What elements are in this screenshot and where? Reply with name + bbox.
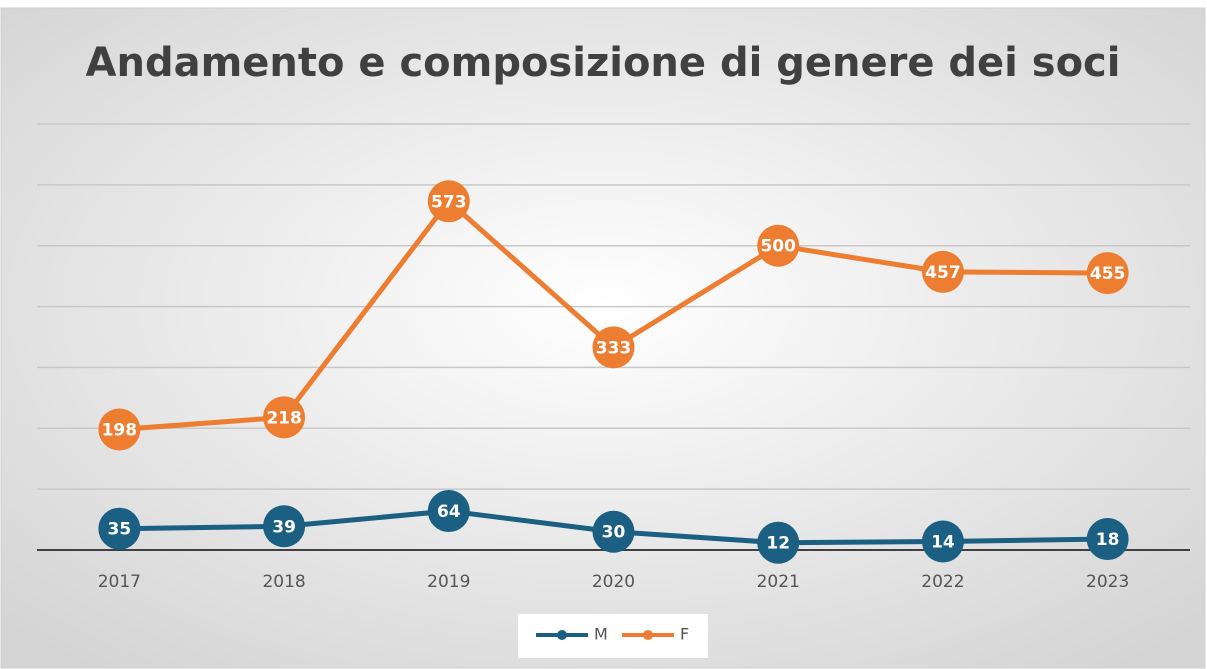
x-tick-label: 2021 bbox=[757, 572, 800, 592]
data-point bbox=[592, 510, 635, 553]
chart-title: Andamento e composizione di genere dei s… bbox=[86, 40, 1121, 86]
data-label: 500 bbox=[760, 237, 796, 257]
data-point bbox=[592, 326, 635, 369]
legend-label: M bbox=[594, 625, 608, 644]
x-tick-label: 2022 bbox=[921, 572, 964, 592]
data-point bbox=[427, 490, 470, 533]
x-tick-label: 2017 bbox=[98, 572, 141, 592]
data-label: 18 bbox=[1096, 530, 1120, 550]
data-point bbox=[98, 507, 141, 550]
data-point bbox=[427, 180, 470, 223]
data-point bbox=[757, 224, 800, 267]
data-point bbox=[98, 408, 141, 451]
data-label: 64 bbox=[437, 502, 461, 522]
legend-marker bbox=[643, 630, 653, 640]
x-tick-label: 2019 bbox=[427, 572, 470, 592]
data-label: 573 bbox=[431, 192, 467, 212]
data-point bbox=[921, 520, 964, 563]
data-point bbox=[921, 250, 964, 293]
data-label: 333 bbox=[596, 338, 632, 358]
data-label: 198 bbox=[102, 421, 138, 441]
data-label: 35 bbox=[108, 520, 132, 540]
data-label: 12 bbox=[766, 534, 790, 554]
data-point bbox=[1086, 518, 1129, 561]
x-tick-label: 2020 bbox=[592, 572, 635, 592]
legend-marker bbox=[557, 630, 567, 640]
legend-label: F bbox=[680, 625, 689, 644]
data-label: 39 bbox=[272, 517, 296, 537]
x-tick-label: 2018 bbox=[262, 572, 305, 592]
data-label: 455 bbox=[1090, 264, 1126, 284]
x-tick-label: 2023 bbox=[1086, 572, 1129, 592]
data-label: 14 bbox=[931, 532, 955, 552]
data-point bbox=[757, 521, 800, 564]
data-point bbox=[1086, 252, 1129, 295]
data-label: 30 bbox=[602, 523, 626, 543]
data-label: 218 bbox=[266, 408, 302, 428]
data-point bbox=[263, 396, 306, 439]
data-point bbox=[263, 505, 306, 548]
data-label: 457 bbox=[925, 263, 961, 283]
